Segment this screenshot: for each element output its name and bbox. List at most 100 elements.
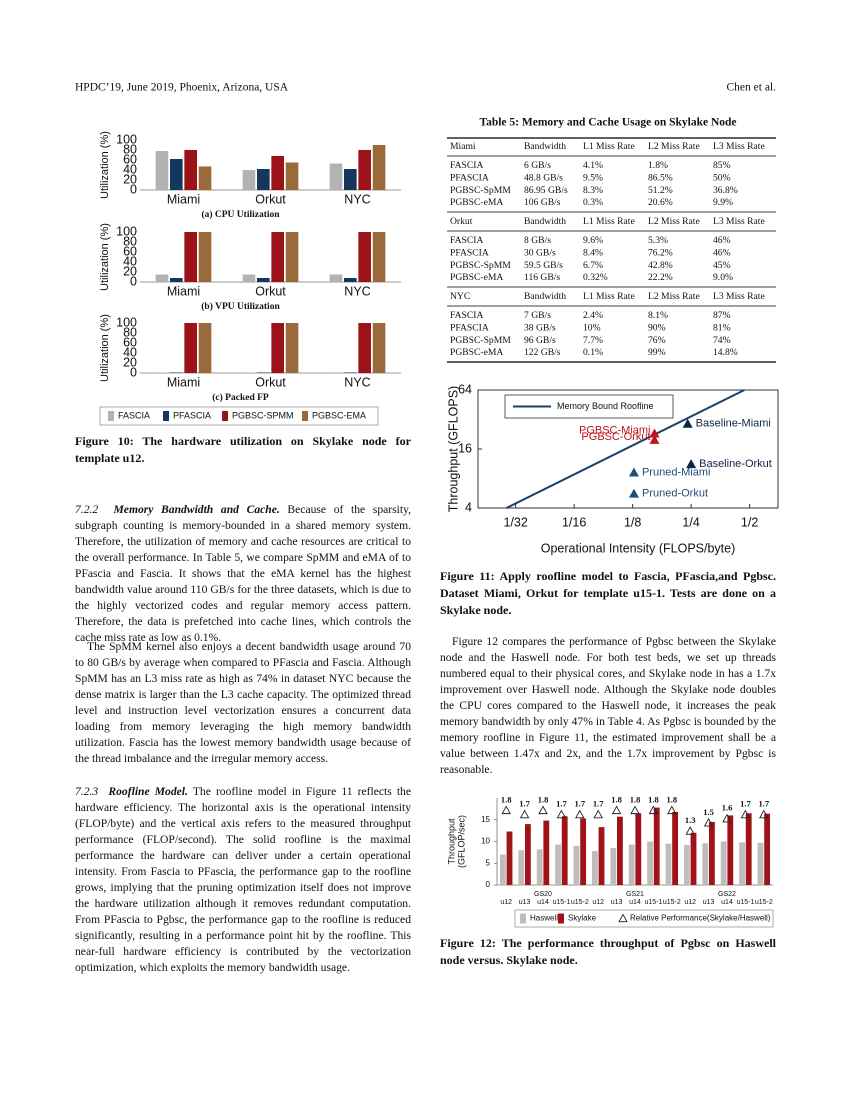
table-cell: 90% — [648, 323, 666, 334]
data-label: 1.8 — [648, 794, 659, 804]
bar — [242, 170, 256, 190]
x-axis-label: Operational Intensity (FLOPS/byte) — [541, 541, 736, 555]
table-cell: 4.1% — [583, 160, 603, 171]
y-tick-label: 80 — [123, 325, 137, 339]
data-label: 1.7 — [593, 799, 604, 809]
running-header-right: Chen et al. — [727, 82, 777, 94]
table-cell: 36.8% — [713, 185, 738, 196]
bar — [285, 323, 299, 373]
y-tick-label: 60 — [123, 335, 137, 349]
group-label: GS20 — [534, 891, 552, 898]
bar — [757, 842, 764, 885]
table-header-cell: L2 Miss Rate — [648, 291, 700, 302]
table-cell: 38 GB/s — [524, 323, 556, 334]
table-header-cell: L2 Miss Rate — [648, 216, 700, 227]
subfigure-title: (a) CPU Utilization — [201, 209, 280, 220]
legend-swatch — [302, 411, 308, 421]
section-heading: Roofline Model. — [108, 785, 188, 798]
legend-marker — [618, 913, 628, 923]
y-tick-label: 5 — [486, 858, 491, 867]
bar — [344, 278, 357, 282]
y-tick-label: 64 — [458, 382, 472, 396]
x-tick-label: u15-1 — [552, 899, 570, 906]
legend-label: PGBSC-SPMM — [232, 410, 294, 420]
table-cell: 48.8 GB/s — [524, 173, 563, 184]
x-tick-label: Miami — [167, 192, 200, 206]
bar — [764, 813, 771, 885]
table-cell: 116 GB/s — [524, 272, 560, 283]
legend-label: Haswell — [530, 914, 558, 923]
table-cell: 14.8% — [713, 347, 738, 358]
bar — [257, 372, 270, 373]
data-label: 1.7 — [740, 799, 751, 809]
bar — [555, 844, 562, 885]
bar — [198, 323, 212, 373]
bar — [257, 278, 270, 282]
x-tick-label: u15-2 — [663, 899, 681, 906]
table-cell: FASCIA — [450, 160, 483, 171]
table-cell: 9.0% — [713, 272, 733, 283]
table-cell: 59.5 GB/s — [524, 260, 563, 271]
table-cell: FASCIA — [450, 310, 483, 321]
point-label: Pruned-Orkut — [642, 488, 708, 500]
bar — [257, 169, 270, 190]
y-tick-label: 0 — [130, 274, 137, 288]
table-cell: 22.2% — [648, 272, 673, 283]
bar — [653, 807, 660, 885]
y-axis-label: Throughput — [446, 818, 456, 865]
bar — [727, 815, 734, 885]
figure-caption: Figure 11: Apply roofline model to Fasci… — [440, 569, 776, 617]
bar — [506, 831, 513, 885]
table-cell: 86.5% — [648, 173, 673, 184]
legend-swatch — [222, 411, 228, 421]
bar — [524, 824, 531, 885]
table-cell: 7 GB/s — [524, 310, 551, 321]
y-tick-label: 16 — [458, 441, 472, 455]
point-label: Baseline-Orkut — [699, 458, 772, 470]
y-tick-label: 40 — [123, 162, 137, 176]
relative-marker — [759, 809, 769, 819]
point-marker — [649, 434, 660, 444]
table-cell: PFASCIA — [450, 248, 489, 259]
y-tick-label: 0 — [130, 182, 137, 196]
table-header-cell: NYC — [450, 291, 470, 302]
relative-marker — [501, 805, 511, 815]
x-tick-label: u14 — [537, 899, 549, 906]
relative-marker — [575, 809, 585, 819]
x-tick-label: u15-1 — [644, 899, 662, 906]
table-cell: 76.2% — [648, 248, 673, 259]
x-tick-label: u12 — [592, 899, 604, 906]
table-cell: PGBSC-eMA — [450, 272, 503, 283]
figure-caption: Figure 10: The hardware utilization on S… — [75, 434, 411, 465]
table-cell: 8.1% — [648, 310, 668, 321]
relative-marker — [611, 805, 622, 815]
relative-marker — [648, 805, 659, 815]
bar — [242, 372, 256, 373]
table-cell: 74% — [713, 335, 731, 346]
relative-marker — [519, 809, 530, 819]
y-tick-label: 80 — [123, 234, 137, 248]
table-cell: 87% — [713, 310, 731, 321]
point-marker — [649, 428, 660, 438]
bar — [184, 150, 197, 190]
legend-box — [504, 394, 674, 419]
group-label: GS22 — [718, 891, 736, 898]
bar — [665, 843, 672, 885]
table-cell: 0.32% — [583, 272, 608, 283]
x-tick-label: u13 — [611, 899, 623, 906]
bar — [536, 849, 543, 885]
y-tick-label: 60 — [123, 244, 137, 258]
x-tick-label: NYC — [344, 284, 370, 298]
table-header-cell: L1 Miss Rate — [583, 291, 635, 302]
bar — [271, 323, 284, 373]
y-tick-label: 40 — [123, 345, 137, 359]
x-tick-label: Miami — [167, 375, 200, 389]
y-tick-label: 15 — [481, 815, 490, 824]
x-tick-label: u12 — [500, 899, 512, 906]
relative-marker — [538, 805, 548, 815]
bar — [672, 811, 679, 885]
data-label: 1.5 — [703, 807, 714, 817]
data-label: 1.7 — [758, 799, 769, 809]
bar — [647, 841, 654, 885]
